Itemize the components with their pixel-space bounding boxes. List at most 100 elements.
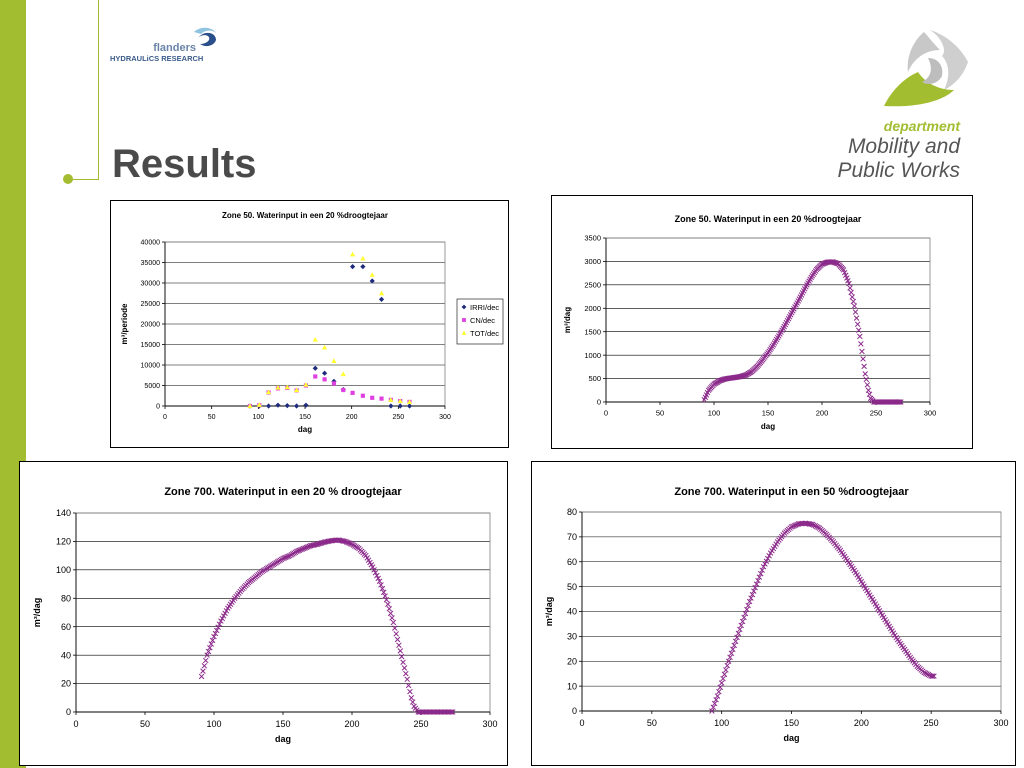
data-point-cn bbox=[313, 374, 318, 379]
y-axis-label: m³/periode bbox=[120, 303, 129, 344]
x-tick-label: 300 bbox=[439, 414, 451, 421]
data-point bbox=[864, 382, 871, 388]
data-point bbox=[710, 704, 717, 711]
data-point bbox=[727, 654, 733, 661]
data-point bbox=[756, 574, 763, 580]
data-point-irri bbox=[312, 365, 318, 371]
data-point bbox=[405, 682, 412, 689]
data-point bbox=[846, 280, 852, 287]
x-tick-label: 250 bbox=[924, 718, 939, 728]
chart-title: Zone 700. Waterinput in een 20 % droogte… bbox=[164, 486, 402, 498]
x-tick-label: 50 bbox=[647, 718, 657, 728]
chart-title: Zone 700. Waterinput in een 50 %droogtej… bbox=[674, 486, 909, 498]
data-point-cn bbox=[322, 377, 327, 382]
data-point bbox=[717, 684, 724, 691]
data-point bbox=[863, 376, 870, 383]
data-point-irri bbox=[406, 403, 413, 409]
legend-entry-label: TOT/dec bbox=[470, 329, 499, 338]
x-tick-label: 300 bbox=[924, 409, 937, 418]
chart-zone50-periode-svg: Zone 50. Waterinput in een 20 %droogteja… bbox=[120, 211, 504, 434]
data-point-irri bbox=[275, 402, 281, 408]
page-title: Results bbox=[112, 142, 257, 186]
y-tick-label: 40 bbox=[61, 650, 71, 660]
data-point bbox=[898, 399, 904, 405]
y-tick-label: 1500 bbox=[584, 327, 601, 336]
data-point bbox=[738, 622, 744, 629]
data-point-irri bbox=[388, 403, 394, 409]
data-point bbox=[371, 567, 377, 573]
data-point bbox=[790, 523, 796, 530]
x-tick-label: 150 bbox=[762, 409, 775, 418]
data-point bbox=[753, 581, 760, 587]
data-point bbox=[285, 553, 292, 559]
data-point bbox=[209, 637, 216, 644]
data-point-tot bbox=[275, 384, 281, 390]
data-point bbox=[212, 630, 219, 637]
data-point bbox=[389, 615, 395, 621]
data-point bbox=[218, 618, 224, 624]
data-point bbox=[385, 601, 391, 608]
data-point bbox=[849, 294, 855, 300]
y-tick-label: 15000 bbox=[141, 342, 161, 349]
data-point bbox=[866, 391, 873, 398]
data-point bbox=[749, 591, 756, 598]
chart-title: Zone 50. Waterinput in een 20 %droogteja… bbox=[222, 211, 388, 220]
data-point bbox=[214, 627, 220, 634]
data-point-tot bbox=[284, 384, 290, 390]
data-point bbox=[720, 675, 726, 682]
x-tick-label: 300 bbox=[993, 718, 1008, 728]
y-tick-label: 70 bbox=[567, 532, 577, 542]
data-point bbox=[730, 646, 736, 653]
x-tick-label: 250 bbox=[392, 414, 404, 421]
data-point-irri bbox=[284, 402, 290, 409]
x-axis-label: dag bbox=[275, 734, 291, 744]
data-point bbox=[852, 309, 859, 315]
x-tick-label: 100 bbox=[708, 409, 721, 418]
data-point bbox=[383, 596, 390, 603]
data-point bbox=[763, 558, 770, 565]
data-point-tot bbox=[350, 251, 356, 257]
data-point bbox=[369, 564, 376, 570]
x-axis-label: dag bbox=[298, 425, 312, 434]
data-point bbox=[742, 610, 749, 617]
data-point-irri bbox=[378, 296, 385, 302]
data-point-cn bbox=[350, 390, 355, 395]
chart-zone700-20-svg: Zone 700. Waterinput in een 20 % droogte… bbox=[32, 486, 498, 744]
swirl-logo-icon bbox=[194, 27, 217, 47]
data-point bbox=[760, 563, 767, 570]
data-point bbox=[748, 595, 754, 601]
y-tick-label: 40000 bbox=[141, 239, 161, 246]
x-tick-label: 100 bbox=[252, 414, 264, 421]
data-point bbox=[216, 621, 223, 627]
data-point bbox=[792, 522, 799, 528]
chart-zone50-periode: Zone 50. Waterinput in een 20 %droogteja… bbox=[110, 200, 509, 448]
x-tick-label: 250 bbox=[870, 409, 883, 418]
data-point bbox=[739, 618, 746, 625]
data-point-tot bbox=[322, 344, 328, 350]
x-tick-label: 200 bbox=[346, 414, 358, 421]
y-tick-label: 80 bbox=[61, 593, 71, 603]
chart-zone700-20: Zone 700. Waterinput in een 20 % droogte… bbox=[19, 461, 508, 766]
data-point bbox=[448, 709, 455, 715]
data-point bbox=[374, 572, 380, 579]
x-tick-label: 200 bbox=[854, 718, 869, 728]
data-point-tot bbox=[378, 290, 385, 296]
data-point bbox=[929, 673, 936, 679]
data-point bbox=[865, 387, 872, 394]
data-point-tot bbox=[303, 382, 309, 387]
decorative-horizontal-line bbox=[68, 179, 99, 180]
data-point-tot bbox=[397, 398, 403, 404]
data-point-irri bbox=[322, 370, 328, 376]
data-point bbox=[404, 676, 410, 683]
y-tick-label: 0 bbox=[597, 398, 601, 407]
y-tick-label: 50 bbox=[567, 582, 577, 592]
data-point bbox=[375, 575, 381, 582]
data-point-tot bbox=[406, 399, 413, 404]
data-point-cn bbox=[360, 393, 365, 398]
data-point bbox=[728, 650, 735, 657]
x-tick-label: 300 bbox=[482, 719, 497, 729]
y-tick-label: 30000 bbox=[141, 280, 161, 287]
data-point-cn bbox=[379, 396, 384, 401]
x-axis-label: dag bbox=[761, 422, 775, 431]
x-tick-label: 50 bbox=[208, 414, 216, 421]
